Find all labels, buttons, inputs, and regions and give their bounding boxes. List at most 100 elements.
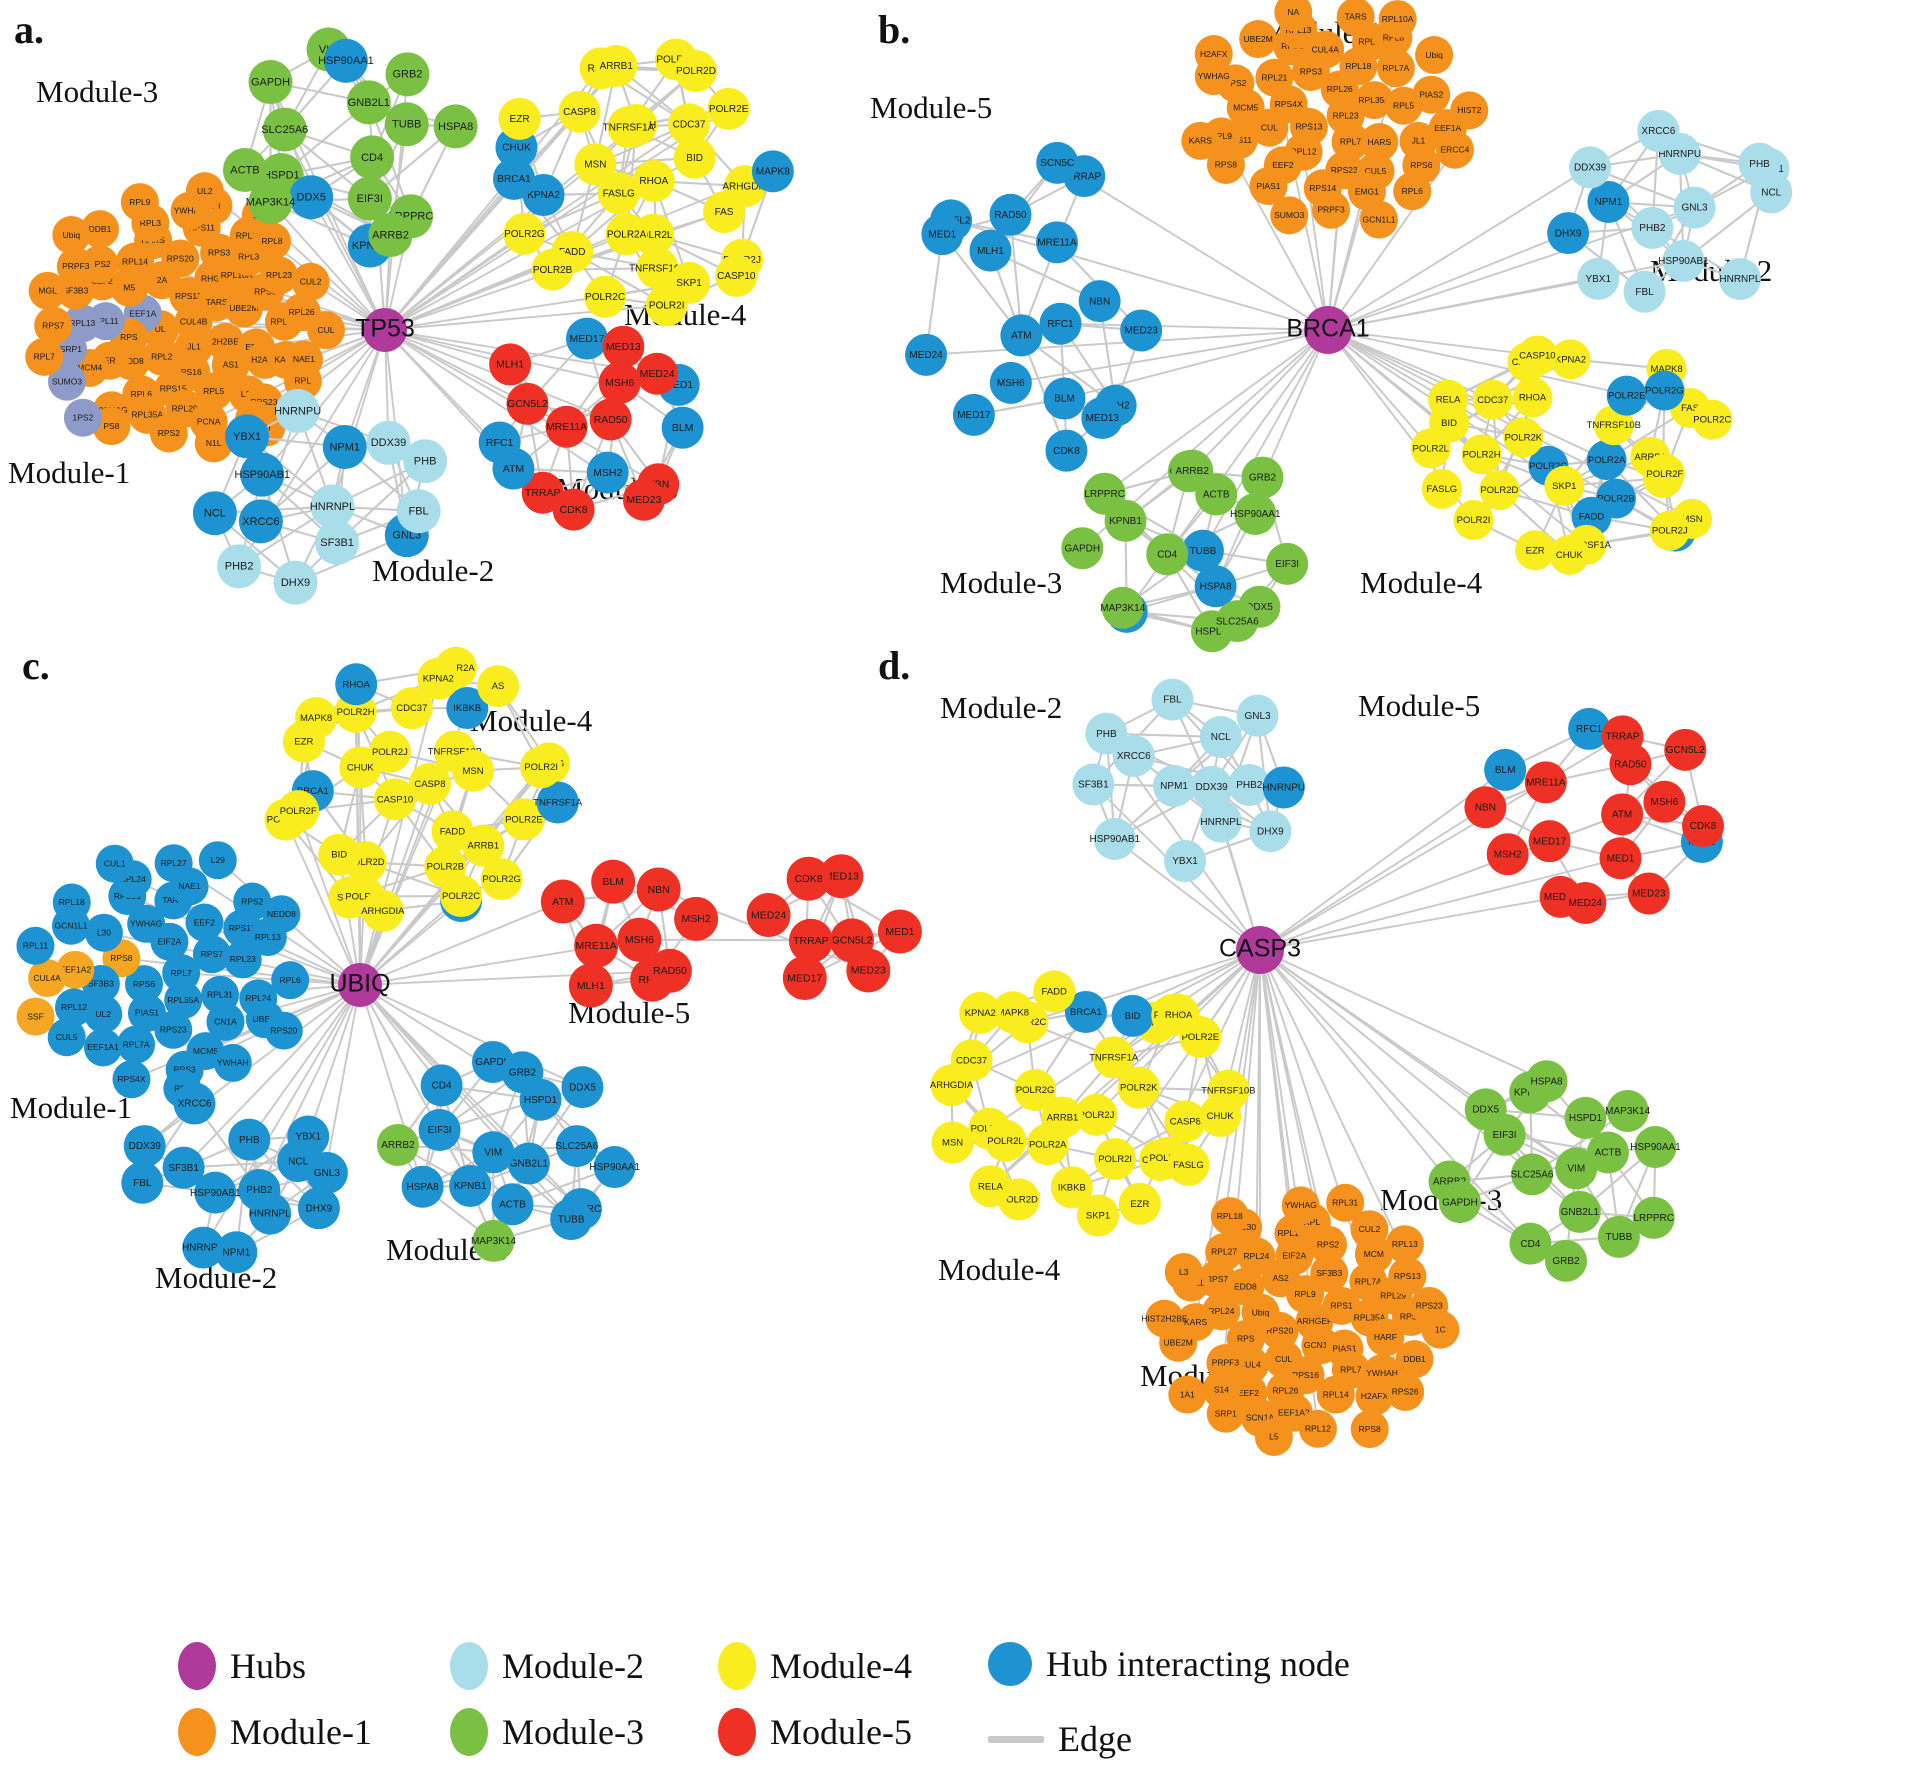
network-node[interactable]: EZR: [1515, 530, 1556, 571]
network-node[interactable]: RAD50: [647, 948, 692, 993]
network-node[interactable]: RHOA: [1157, 993, 1200, 1036]
network-node[interactable]: POLR2G: [480, 858, 523, 901]
network-node[interactable]: POLR2C: [440, 875, 483, 918]
network-node[interactable]: EIF3I: [1266, 542, 1309, 585]
network-node[interactable]: CUL5: [47, 1018, 86, 1057]
network-node[interactable]: DHX9: [273, 560, 318, 605]
network-node[interactable]: SKP1: [1544, 465, 1585, 506]
network-node[interactable]: SF3B1: [315, 520, 360, 565]
network-node[interactable]: CUL1: [95, 844, 134, 883]
network-node[interactable]: ATM: [540, 879, 585, 924]
network-node[interactable]: GNL3: [1673, 186, 1716, 229]
network-node[interactable]: PHB2: [217, 544, 262, 589]
network-node[interactable]: NEDD8: [262, 895, 301, 934]
network-node[interactable]: SRP1: [1206, 1394, 1245, 1433]
network-node[interactable]: RPL27: [154, 844, 193, 883]
network-node[interactable]: EEF1A1: [83, 1028, 122, 1067]
network-node[interactable]: POLR2K: [1503, 417, 1544, 458]
network-node[interactable]: DHX9: [297, 1187, 340, 1230]
network-node[interactable]: RHOA: [1512, 377, 1553, 418]
network-node[interactable]: POLR2B: [531, 248, 574, 291]
network-node[interactable]: 1A1: [1168, 1375, 1207, 1414]
network-node[interactable]: CD4: [420, 1064, 463, 1107]
network-node[interactable]: KPNA2: [959, 991, 1002, 1034]
network-node[interactable]: PHB: [228, 1118, 271, 1161]
network-node[interactable]: TUBB: [550, 1198, 593, 1241]
network-node[interactable]: ERCC4: [1435, 130, 1474, 169]
network-node[interactable]: CD4: [1146, 533, 1189, 576]
network-node[interactable]: L5: [1254, 1417, 1293, 1456]
network-node[interactable]: MED17: [782, 955, 827, 1000]
network-node[interactable]: POLR2G: [1644, 370, 1685, 411]
network-node[interactable]: POLR2I: [645, 284, 688, 327]
network-node[interactable]: RPS26: [1386, 1372, 1425, 1411]
network-node[interactable]: ACTB: [1586, 1131, 1629, 1174]
network-node[interactable]: SUMO3: [1270, 196, 1309, 235]
network-node[interactable]: MAPK8: [751, 150, 794, 193]
network-node[interactable]: MAP3K14: [1605, 1089, 1651, 1132]
network-node[interactable]: EIF3I: [418, 1109, 461, 1152]
network-node[interactable]: NCL: [1199, 716, 1242, 759]
network-node[interactable]: ARRB2: [1171, 449, 1214, 492]
network-node[interactable]: RHOA: [335, 663, 378, 706]
network-node[interactable]: RAD50: [989, 193, 1032, 236]
network-node[interactable]: Ubiq: [52, 216, 91, 255]
network-node[interactable]: RELA: [1428, 379, 1469, 420]
network-node[interactable]: 1PS2: [63, 398, 102, 437]
network-node[interactable]: BLM: [1043, 377, 1086, 420]
network-node[interactable]: CDK8: [1045, 429, 1088, 472]
network-node[interactable]: MSN: [452, 749, 495, 792]
network-node[interactable]: FASLG: [1167, 1143, 1210, 1186]
network-node[interactable]: GCN5L2: [506, 382, 549, 425]
network-node[interactable]: POLR2I: [1453, 500, 1494, 541]
network-node[interactable]: MLH1: [489, 343, 532, 386]
network-node[interactable]: DDX5: [289, 175, 334, 220]
network-node[interactable]: CASP10: [373, 778, 416, 821]
network-node[interactable]: DHX9: [1249, 810, 1292, 853]
network-node[interactable]: ARRB1: [595, 44, 638, 87]
network-node[interactable]: MED17: [1528, 820, 1571, 863]
network-node[interactable]: MRE11A: [1524, 761, 1567, 804]
network-node[interactable]: RPL6: [271, 961, 310, 1000]
network-node[interactable]: RPS8: [1350, 1410, 1389, 1449]
network-node[interactable]: POLR2E: [1606, 375, 1647, 416]
network-node[interactable]: RELA: [969, 1165, 1012, 1208]
network-node[interactable]: POLR2L: [1410, 428, 1451, 469]
network-node[interactable]: FBL: [396, 489, 441, 534]
network-node[interactable]: PHB2: [1631, 206, 1674, 249]
network-node[interactable]: MED23: [1120, 309, 1163, 352]
network-node[interactable]: YWHAH: [213, 1043, 252, 1082]
network-node[interactable]: MSH6: [1643, 780, 1686, 823]
network-node[interactable]: MAPK8: [295, 696, 338, 739]
network-node[interactable]: GRB2: [385, 52, 430, 97]
network-node[interactable]: TUBB: [384, 102, 429, 147]
network-node[interactable]: KPNA2: [417, 657, 460, 700]
network-node[interactable]: L30: [84, 913, 123, 952]
network-node[interactable]: EEF2: [185, 903, 224, 942]
network-node[interactable]: MLH1: [568, 963, 613, 1008]
network-node[interactable]: HIST2: [1450, 91, 1489, 130]
network-node[interactable]: FBL: [1623, 270, 1666, 313]
network-node[interactable]: SF3B1: [1072, 763, 1115, 806]
network-node[interactable]: BID: [318, 833, 361, 876]
network-node[interactable]: SLC25A6: [555, 1125, 599, 1168]
network-node[interactable]: GNL3: [305, 1151, 348, 1194]
network-node[interactable]: RPL18: [52, 883, 91, 922]
network-node[interactable]: POLR2G: [503, 212, 546, 255]
hub-node[interactable]: CASP3: [1219, 926, 1301, 974]
network-node[interactable]: RPL14: [1316, 1375, 1355, 1414]
network-node[interactable]: ATM: [1601, 793, 1644, 836]
network-node[interactable]: CASP10: [1517, 335, 1558, 376]
network-node[interactable]: SLC25A6: [1511, 1153, 1554, 1196]
network-node[interactable]: BID: [1111, 994, 1154, 1037]
network-node[interactable]: RPL6: [1393, 172, 1432, 211]
network-node[interactable]: NPM1: [1153, 765, 1196, 808]
network-node[interactable]: KPNB1: [449, 1164, 492, 1207]
network-node[interactable]: GNB2L1: [346, 80, 391, 125]
network-node[interactable]: MRE11A: [1035, 221, 1078, 264]
network-node[interactable]: GAPDH: [248, 60, 293, 105]
network-node[interactable]: POLR2C: [584, 275, 627, 318]
network-node[interactable]: YBX1: [1577, 257, 1620, 300]
network-node[interactable]: XRCC6: [1637, 109, 1680, 152]
network-node[interactable]: RPL9: [120, 183, 159, 222]
